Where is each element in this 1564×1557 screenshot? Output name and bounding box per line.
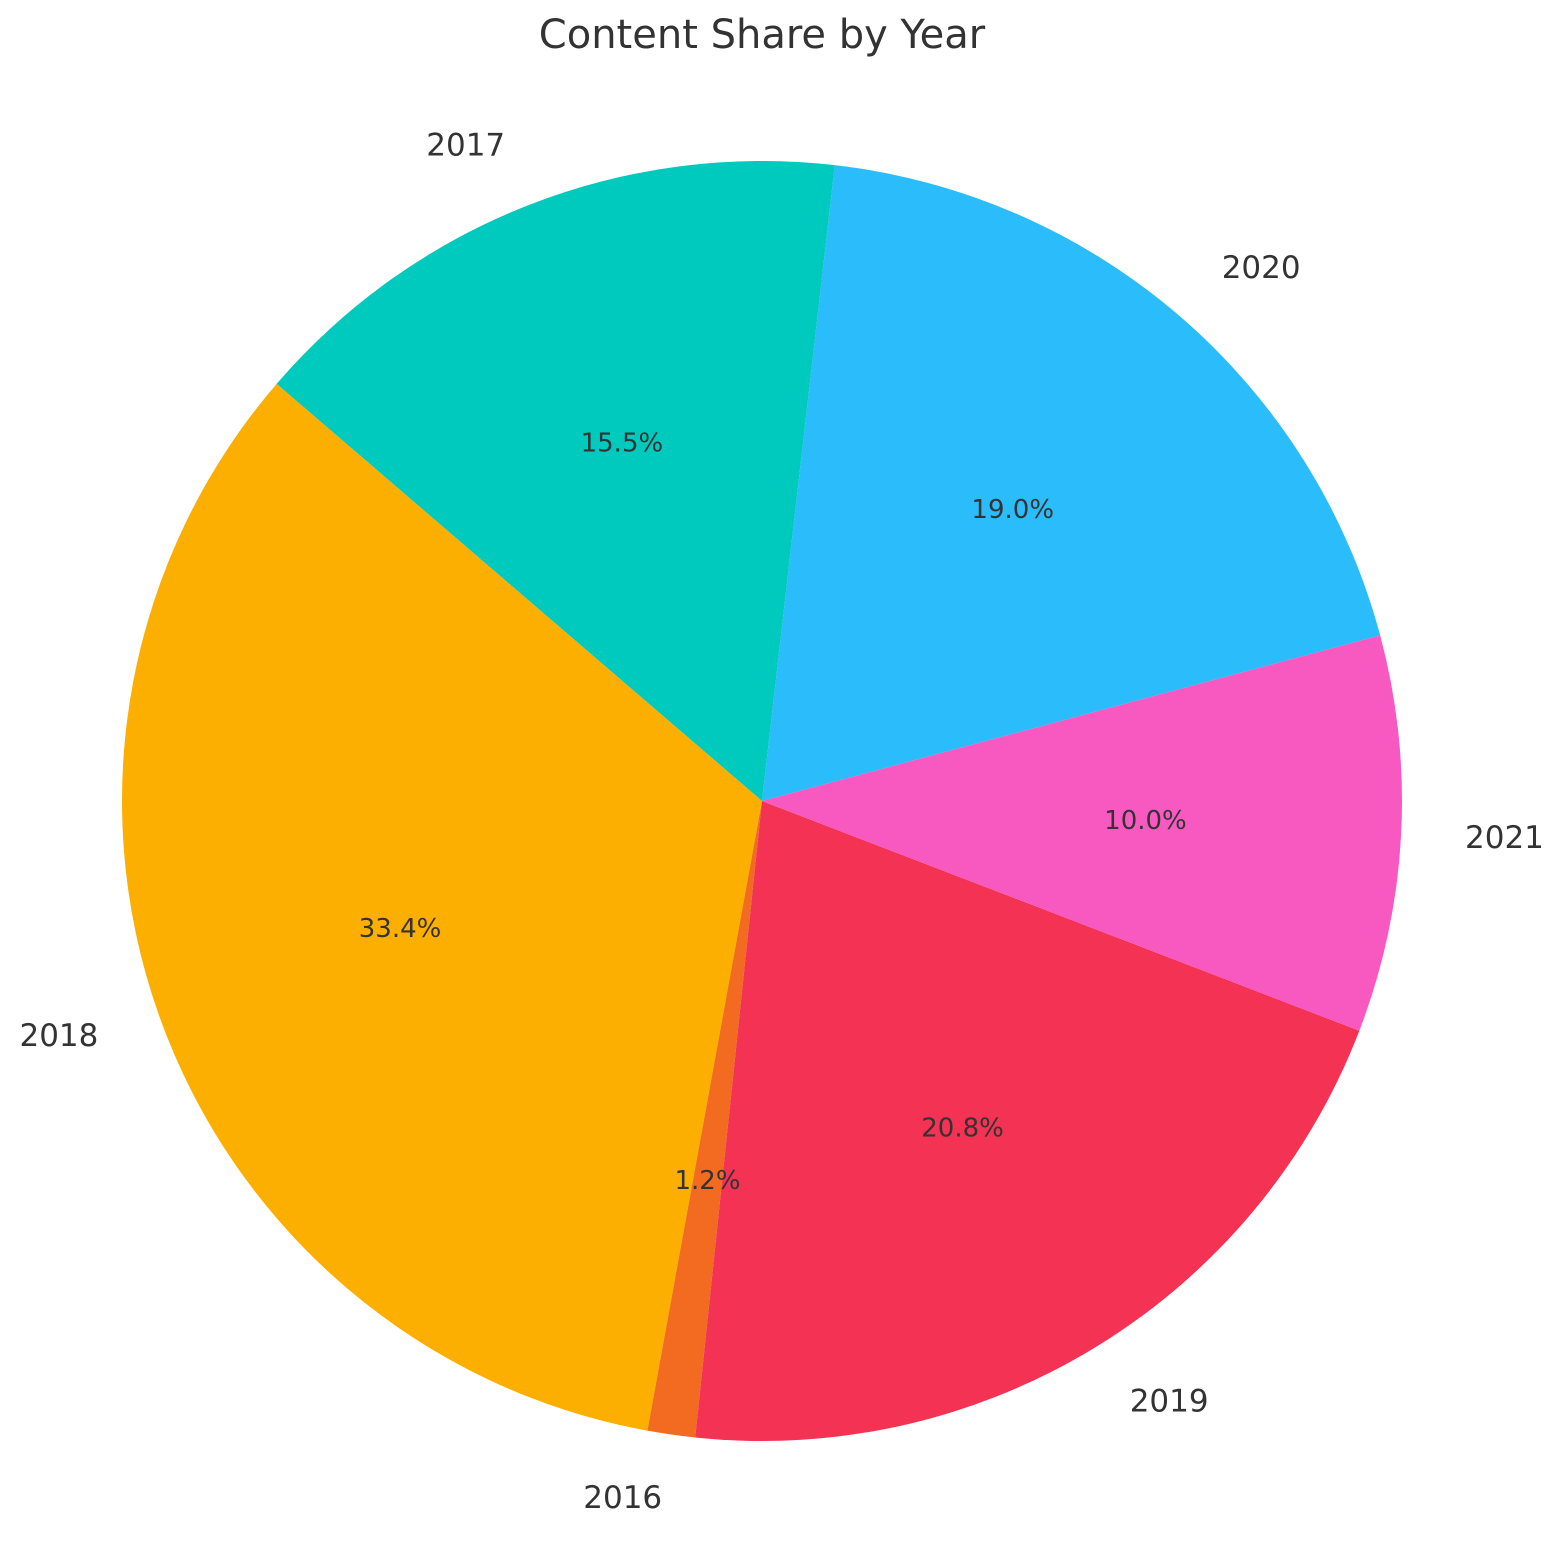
slice-label-2018: 2018 bbox=[19, 1018, 98, 1054]
pie-slice-2017 bbox=[276, 160, 835, 802]
slice-label-2016: 2016 bbox=[583, 1480, 662, 1516]
pct-label-2017: 15.5% bbox=[581, 428, 664, 458]
slice-label-2021: 2021 bbox=[1465, 820, 1544, 856]
pie-slice-2018 bbox=[121, 383, 763, 1431]
slice-label-2020: 2020 bbox=[1222, 250, 1301, 286]
pct-label-2016: 1.2% bbox=[675, 1166, 741, 1196]
pie-slice-2020 bbox=[762, 165, 1381, 801]
pct-label-2018: 33.4% bbox=[359, 914, 442, 944]
slice-label-2017: 2017 bbox=[426, 128, 505, 164]
pie-labels: 2020 19.0% 2017 15.5% 2018 33.4% 2016 1.2% 2019 2… bbox=[19, 128, 1543, 1516]
pie-slices bbox=[121, 160, 1402, 1441]
pie-slice-2019 bbox=[695, 801, 1360, 1441]
pct-label-2021: 10.0% bbox=[1104, 806, 1187, 836]
slice-label-2019: 2019 bbox=[1130, 1383, 1209, 1419]
pie-slice-2016 bbox=[647, 801, 762, 1438]
pie-slice-2021 bbox=[762, 635, 1402, 1031]
pct-label-2020: 19.0% bbox=[971, 495, 1054, 525]
chart-title: Content Share by Year bbox=[539, 12, 986, 58]
pct-label-2019: 20.8% bbox=[921, 1113, 1004, 1143]
